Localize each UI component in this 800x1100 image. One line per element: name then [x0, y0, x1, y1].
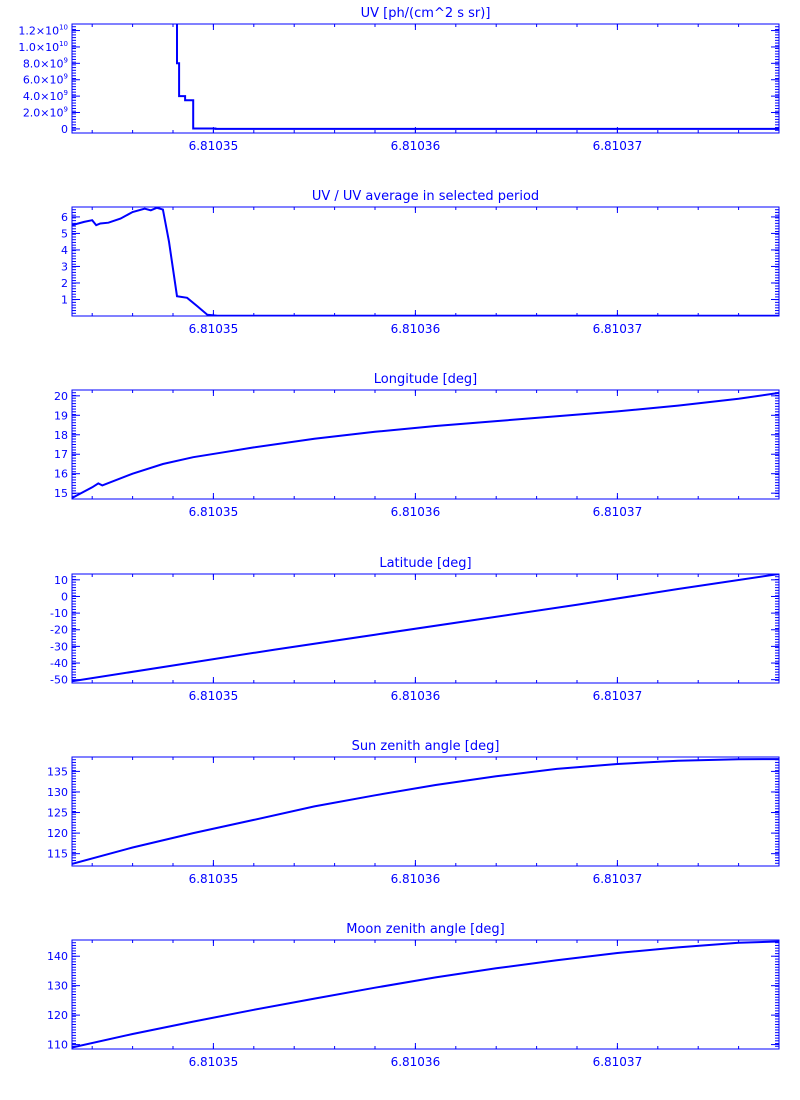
y-tick-label: 8.0×109 [23, 56, 68, 70]
y-tick-label: 130 [47, 980, 68, 993]
x-tick-label: 6.81037 [593, 689, 643, 703]
y-tick-label: 4 [61, 244, 68, 257]
y-tick-label: 17 [54, 448, 68, 461]
panel-moon-zenith-angle-deg: Moon zenith angle [deg] 6.81035 6.81036 6.8… [47, 922, 780, 1069]
plot-frame [71, 939, 780, 1050]
chart-title: UV / UV average in selected period [312, 189, 539, 204]
y-tick-mantissa: 8.0×10 [23, 57, 64, 70]
chart-title: Sun zenith angle [deg] [352, 739, 500, 754]
y-tick-exponent: 9 [64, 56, 68, 64]
y-tick-mantissa: 1.2×10 [18, 25, 59, 38]
y-tick-mantissa: 2.0×10 [23, 107, 64, 120]
y-tick-label: -10 [50, 607, 68, 620]
data-line [72, 940, 779, 1049]
y-tick-label: -30 [50, 640, 68, 653]
y-tick-label: 1.2×1010 [18, 24, 68, 38]
chart-title: UV [ph/(cm^2 s sr)] [361, 6, 491, 21]
y-tick-label: 115 [47, 848, 68, 861]
x-tick-label: 6.81036 [391, 139, 441, 153]
x-tick-label: 6.81035 [189, 139, 239, 153]
panel-sun-zenith-angle-deg: Sun zenith angle [deg] 6.81035 6.81036 6.81… [47, 739, 780, 886]
y-tick-exponent: 9 [64, 106, 68, 114]
y-tick-label: 5 [61, 227, 68, 240]
x-tick-label: 6.81037 [593, 872, 643, 886]
y-tick-label: 110 [47, 1039, 68, 1052]
x-tick-label: 6.81036 [391, 689, 441, 703]
y-tick-label: 16 [54, 468, 68, 481]
data-line [72, 207, 779, 316]
x-tick-label: 6.81035 [189, 689, 239, 703]
x-tick-label: 6.81035 [189, 505, 239, 519]
y-tick-label: -40 [50, 657, 68, 670]
data-line [72, 574, 779, 683]
y-tick-label: -20 [50, 624, 68, 637]
panel-latitude-deg: Latitude [deg] 6.81035 6.81036 6.81037 -50 -4… [50, 556, 780, 703]
x-tick-label: 6.81035 [189, 1055, 239, 1069]
y-tick-mantissa: 6.0×10 [23, 74, 64, 87]
y-tick-label: 120 [47, 827, 68, 840]
y-tick-label: 130 [47, 786, 68, 799]
x-tick-label: 6.81036 [391, 1055, 441, 1069]
y-tick-label: 3 [61, 260, 68, 273]
y-tick-label: 135 [47, 765, 68, 778]
data-line [176, 24, 779, 130]
chart-title: Longitude [deg] [374, 372, 477, 387]
plot-frame [71, 756, 780, 867]
y-tick-label: 0 [61, 123, 68, 136]
y-tick-label: 2 [61, 277, 68, 290]
data-line [72, 391, 779, 499]
y-tick-exponent: 10 [59, 24, 68, 32]
panel-uv-uv-average-in-selected-period: UV / UV average in selected period 6.8103… [61, 189, 780, 336]
plot-frame [71, 23, 780, 134]
data-line [72, 758, 779, 865]
y-tick-label: 15 [54, 487, 68, 500]
plot-frame [71, 206, 780, 317]
panel-longitude-deg: Longitude [deg] 6.81035 6.81036 6.81037 15 16… [54, 372, 780, 519]
y-tick-label: 1.0×1010 [18, 40, 68, 54]
y-tick-label: 10 [54, 574, 68, 587]
y-tick-label: 20 [54, 390, 68, 403]
y-tick-exponent: 9 [64, 89, 68, 97]
x-tick-label: 6.81036 [391, 322, 441, 336]
x-tick-label: 6.81036 [391, 872, 441, 886]
y-tick-label: -50 [50, 674, 68, 687]
chart-title: Latitude [deg] [379, 556, 471, 571]
y-tick-label: 6.0×109 [23, 73, 68, 87]
x-tick-label: 6.81035 [189, 872, 239, 886]
y-tick-label: 18 [54, 429, 68, 442]
y-tick-label: 125 [47, 807, 68, 820]
y-tick-exponent: 10 [59, 40, 68, 48]
y-tick-label: 19 [54, 409, 68, 422]
y-tick-label: 4.0×109 [23, 89, 68, 103]
x-tick-label: 6.81037 [593, 1055, 643, 1069]
x-tick-label: 6.81035 [189, 322, 239, 336]
y-tick-mantissa: 4.0×10 [23, 90, 64, 103]
y-tick-mantissa: 0 [61, 123, 68, 136]
x-tick-label: 6.81037 [593, 505, 643, 519]
x-tick-label: 6.81037 [593, 322, 643, 336]
chart-title: Moon zenith angle [deg] [346, 922, 504, 937]
y-tick-exponent: 9 [64, 73, 68, 81]
panel-uv-ph-cm-2-s-sr: UV [ph/(cm^2 s sr)] 6.81035 6.81036 6.81037… [18, 6, 780, 153]
y-tick-mantissa: 1.0×10 [18, 41, 59, 54]
y-tick-label: 6 [61, 211, 68, 224]
y-tick-label: 2.0×109 [23, 106, 68, 120]
y-tick-label: 0 [61, 590, 68, 603]
y-tick-label: 140 [47, 950, 68, 963]
x-tick-label: 6.81037 [593, 139, 643, 153]
y-tick-label: 1 [61, 293, 68, 306]
x-tick-label: 6.81036 [391, 505, 441, 519]
y-tick-label: 120 [47, 1009, 68, 1022]
